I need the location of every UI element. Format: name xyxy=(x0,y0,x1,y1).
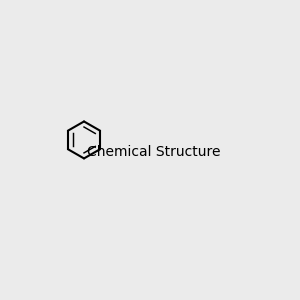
Text: Chemical Structure: Chemical Structure xyxy=(87,145,220,158)
